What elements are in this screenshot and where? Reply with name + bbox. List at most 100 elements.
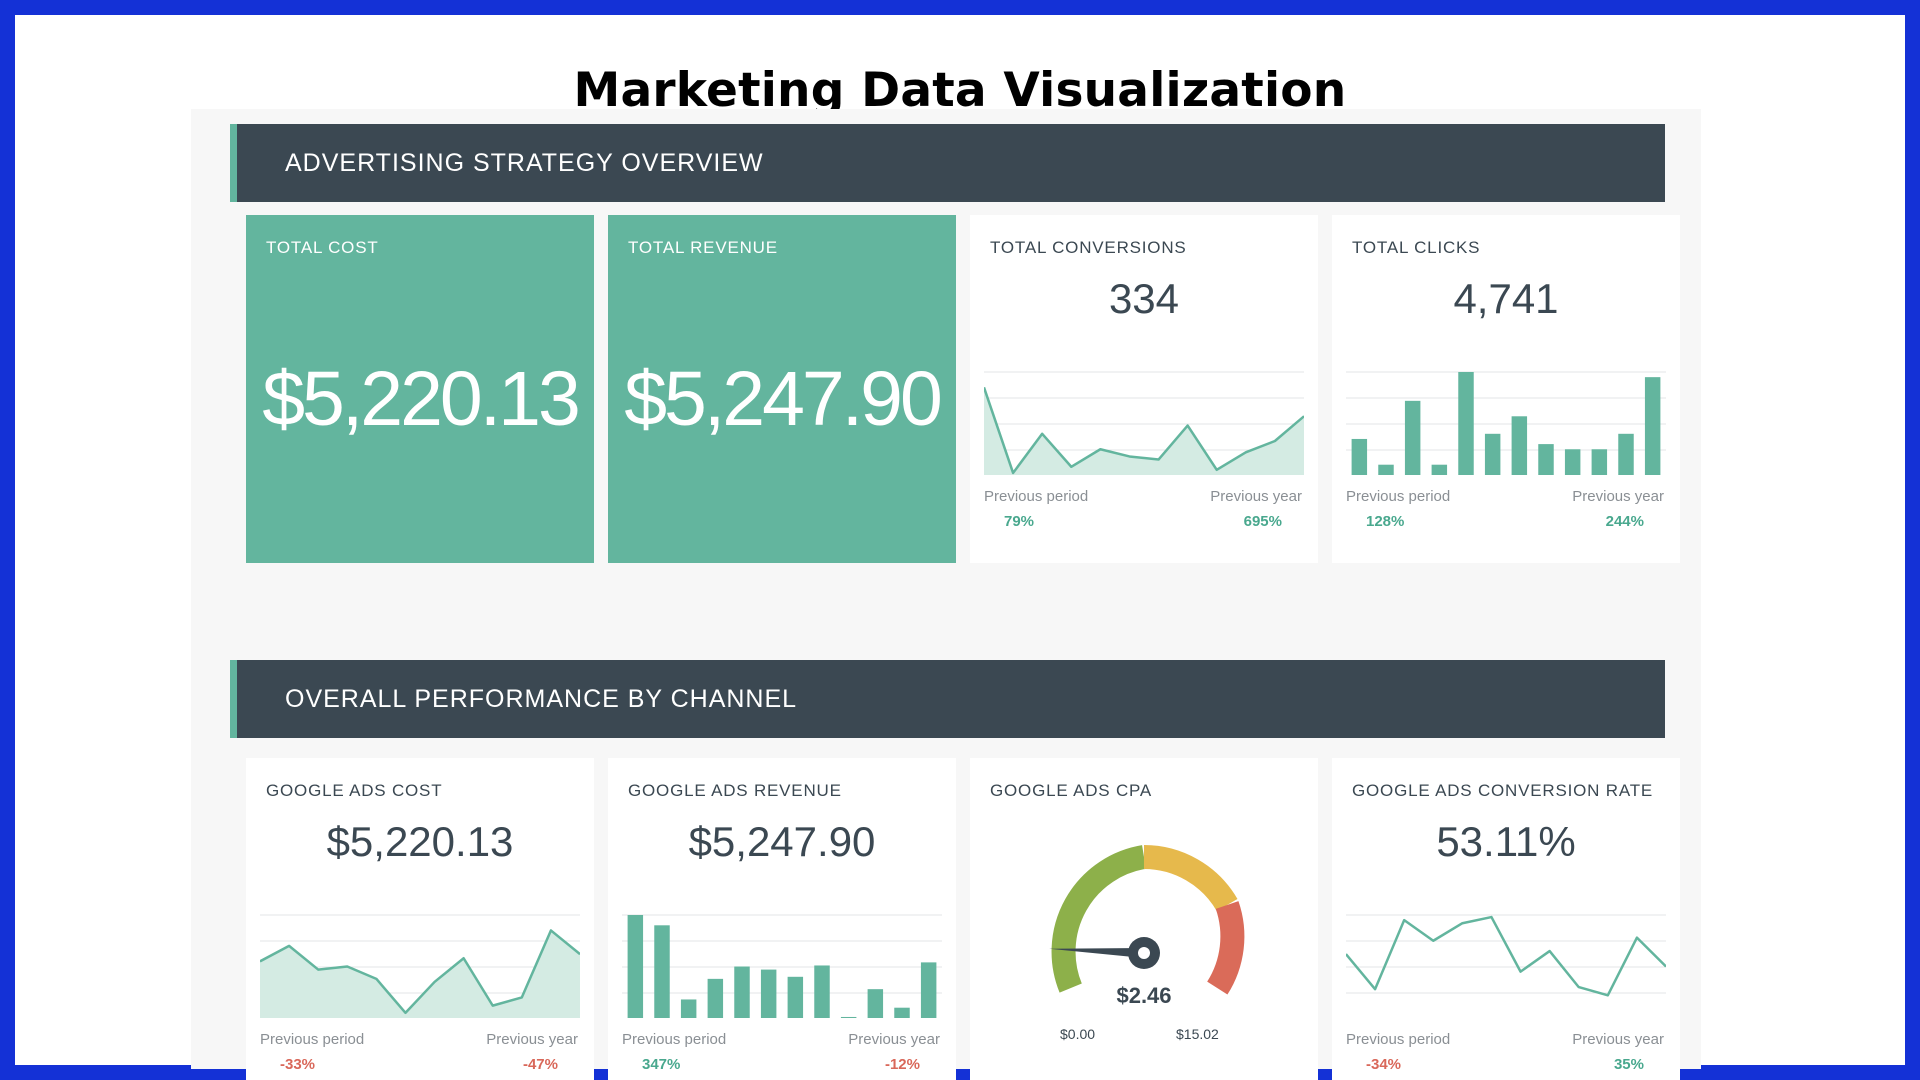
card-value: $5,220.13 <box>262 356 581 442</box>
bar <box>1404 400 1421 475</box>
clicks-bar-chart <box>1346 371 1666 475</box>
previous-period-change: 347% <box>642 1056 681 1073</box>
bar <box>1431 464 1448 475</box>
bar <box>920 962 937 1018</box>
data-point <box>1070 466 1072 468</box>
conversion-rate-line-chart <box>1346 914 1666 997</box>
bar <box>1591 449 1608 475</box>
bar <box>1511 416 1528 475</box>
series-line <box>1346 915 1666 997</box>
card-google-ads-conversion-rate[interactable]: GOOGLE ADS CONVERSION RATE 53.11% Previo… <box>1332 758 1680 1080</box>
data-point <box>1490 916 1492 918</box>
data-point <box>521 996 523 998</box>
data-point <box>1461 922 1463 924</box>
bar <box>814 965 830 1018</box>
section-title: ADVERTISING STRATEGY OVERVIEW <box>285 149 764 177</box>
section-header-advertising: ADVERTISING STRATEGY OVERVIEW <box>230 124 1665 202</box>
bar <box>760 969 777 1018</box>
card-total-cost[interactable]: TOTAL COST $5,220.13 <box>246 215 594 563</box>
card-value: 53.11% <box>1436 818 1576 865</box>
bar <box>1618 433 1634 475</box>
ads-revenue-bar-chart <box>622 914 942 1018</box>
section-header-channel: OVERALL PERFORMANCE BY CHANNEL <box>230 660 1665 738</box>
previous-year-label: Previous year <box>1572 488 1664 505</box>
series-line <box>260 929 580 1015</box>
previous-period-label: Previous period <box>622 1031 727 1048</box>
previous-period-label: Previous period <box>984 488 1089 505</box>
data-point <box>1549 950 1551 952</box>
bar <box>1538 444 1554 475</box>
data-point <box>1099 448 1101 450</box>
card-google-ads-cost[interactable]: GOOGLE ADS COST $5,220.13 Previous perio… <box>246 758 594 1080</box>
data-point <box>984 386 985 388</box>
gauge-green-arc <box>1051 845 1147 993</box>
bar <box>734 966 750 1018</box>
bar <box>1458 372 1474 475</box>
data-point <box>317 969 319 971</box>
data-point <box>288 945 290 947</box>
bar <box>654 925 670 1018</box>
data-point <box>1303 415 1304 417</box>
previous-period-label: Previous period <box>1346 1031 1451 1048</box>
conversions-area-chart <box>984 371 1304 475</box>
card-value: $5,220.13 <box>326 818 514 865</box>
data-point <box>1432 940 1434 942</box>
card-label: GOOGLE ADS CPA <box>990 781 1153 800</box>
card-value: $5,247.90 <box>624 356 943 442</box>
data-point <box>1403 919 1405 921</box>
data-point <box>1158 459 1160 461</box>
data-point <box>1636 937 1638 939</box>
gauge-needle <box>1049 948 1145 958</box>
card-label: GOOGLE ADS REVENUE <box>628 781 842 800</box>
data-point <box>550 929 552 931</box>
data-point <box>1274 440 1276 442</box>
bar <box>627 915 644 1018</box>
section-title: OVERALL PERFORMANCE BY CHANNEL <box>285 685 798 713</box>
card-total-conversions[interactable]: TOTAL CONVERSIONS 334 Previous period Pr… <box>970 215 1318 563</box>
bar <box>680 999 697 1018</box>
series-line <box>984 387 1304 475</box>
data-point <box>1128 455 1130 457</box>
data-point <box>1607 994 1609 996</box>
card-total-revenue[interactable]: TOTAL REVENUE $5,247.90 <box>608 215 956 563</box>
card-label: GOOGLE ADS COST <box>266 781 443 800</box>
previous-period-change: 128% <box>1366 513 1405 530</box>
card-label: TOTAL CONVERSIONS <box>990 238 1187 257</box>
data-point <box>1346 953 1347 955</box>
data-point <box>1187 425 1189 427</box>
previous-year-label: Previous year <box>848 1031 940 1048</box>
bar <box>1484 433 1501 475</box>
previous-period-change: -33% <box>280 1056 316 1073</box>
gauge-red-arc <box>1206 901 1245 995</box>
data-point <box>1665 966 1666 967</box>
data-point <box>1520 971 1522 973</box>
card-value: 334 <box>1108 275 1180 322</box>
data-point <box>1578 986 1580 988</box>
data-point <box>492 1005 494 1007</box>
bar <box>1564 449 1581 475</box>
page-title: Marketing Data Visualization <box>573 63 1347 118</box>
area-fill <box>984 387 1304 475</box>
bar <box>1378 464 1394 475</box>
ads-cost-area-chart <box>260 914 580 1018</box>
bar <box>867 989 884 1018</box>
data-point <box>463 957 465 959</box>
data-point <box>434 981 436 983</box>
gauge-yellow-arc <box>1143 845 1238 912</box>
bar <box>707 978 724 1018</box>
previous-year-change: 244% <box>1605 513 1644 530</box>
card-label: GOOGLE ADS CONVERSION RATE <box>1352 781 1654 800</box>
card-google-ads-cpa[interactable]: GOOGLE ADS CPA $2.46 $0.00 $15.02 <box>970 758 1318 1080</box>
data-point <box>579 953 580 955</box>
card-google-ads-revenue[interactable]: GOOGLE ADS REVENUE $5,247.90 Previous pe… <box>608 758 956 1080</box>
previous-year-change: 695% <box>1243 513 1282 530</box>
previous-year-change: 35% <box>1613 1056 1644 1073</box>
card-label: TOTAL COST <box>266 238 379 257</box>
previous-period-label: Previous period <box>260 1031 365 1048</box>
card-value: 4,741 <box>1453 275 1559 322</box>
data-point <box>1374 988 1376 990</box>
data-point <box>404 1012 406 1014</box>
data-point <box>1012 472 1014 474</box>
card-total-clicks[interactable]: TOTAL CLICKS 4,741 Previous period Previ… <box>1332 215 1680 563</box>
previous-year-change: -12% <box>884 1056 920 1073</box>
